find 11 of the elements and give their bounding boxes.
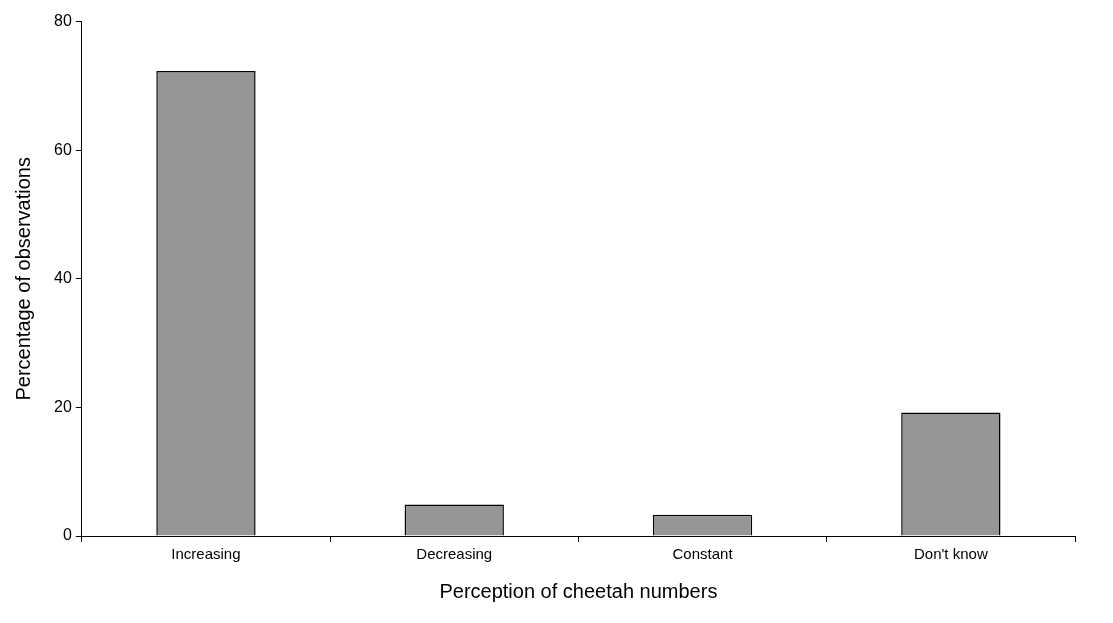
y-tick-label: 0 xyxy=(62,526,72,544)
y-tick-label: 40 xyxy=(54,269,72,287)
x-tick-label: Decreasing xyxy=(416,545,493,563)
y-axis-title: Percentage of observations xyxy=(11,157,34,401)
x-tick-label: Don't know xyxy=(913,545,988,563)
x-axis-title: Perception of cheetah numbers xyxy=(439,579,718,602)
y-tick-label: 80 xyxy=(54,12,72,30)
y-tick-label: 20 xyxy=(54,397,72,415)
x-tick-label: Increasing xyxy=(171,545,241,563)
y-tick-label: 60 xyxy=(54,140,72,158)
x-tick-label: Constant xyxy=(672,545,734,563)
